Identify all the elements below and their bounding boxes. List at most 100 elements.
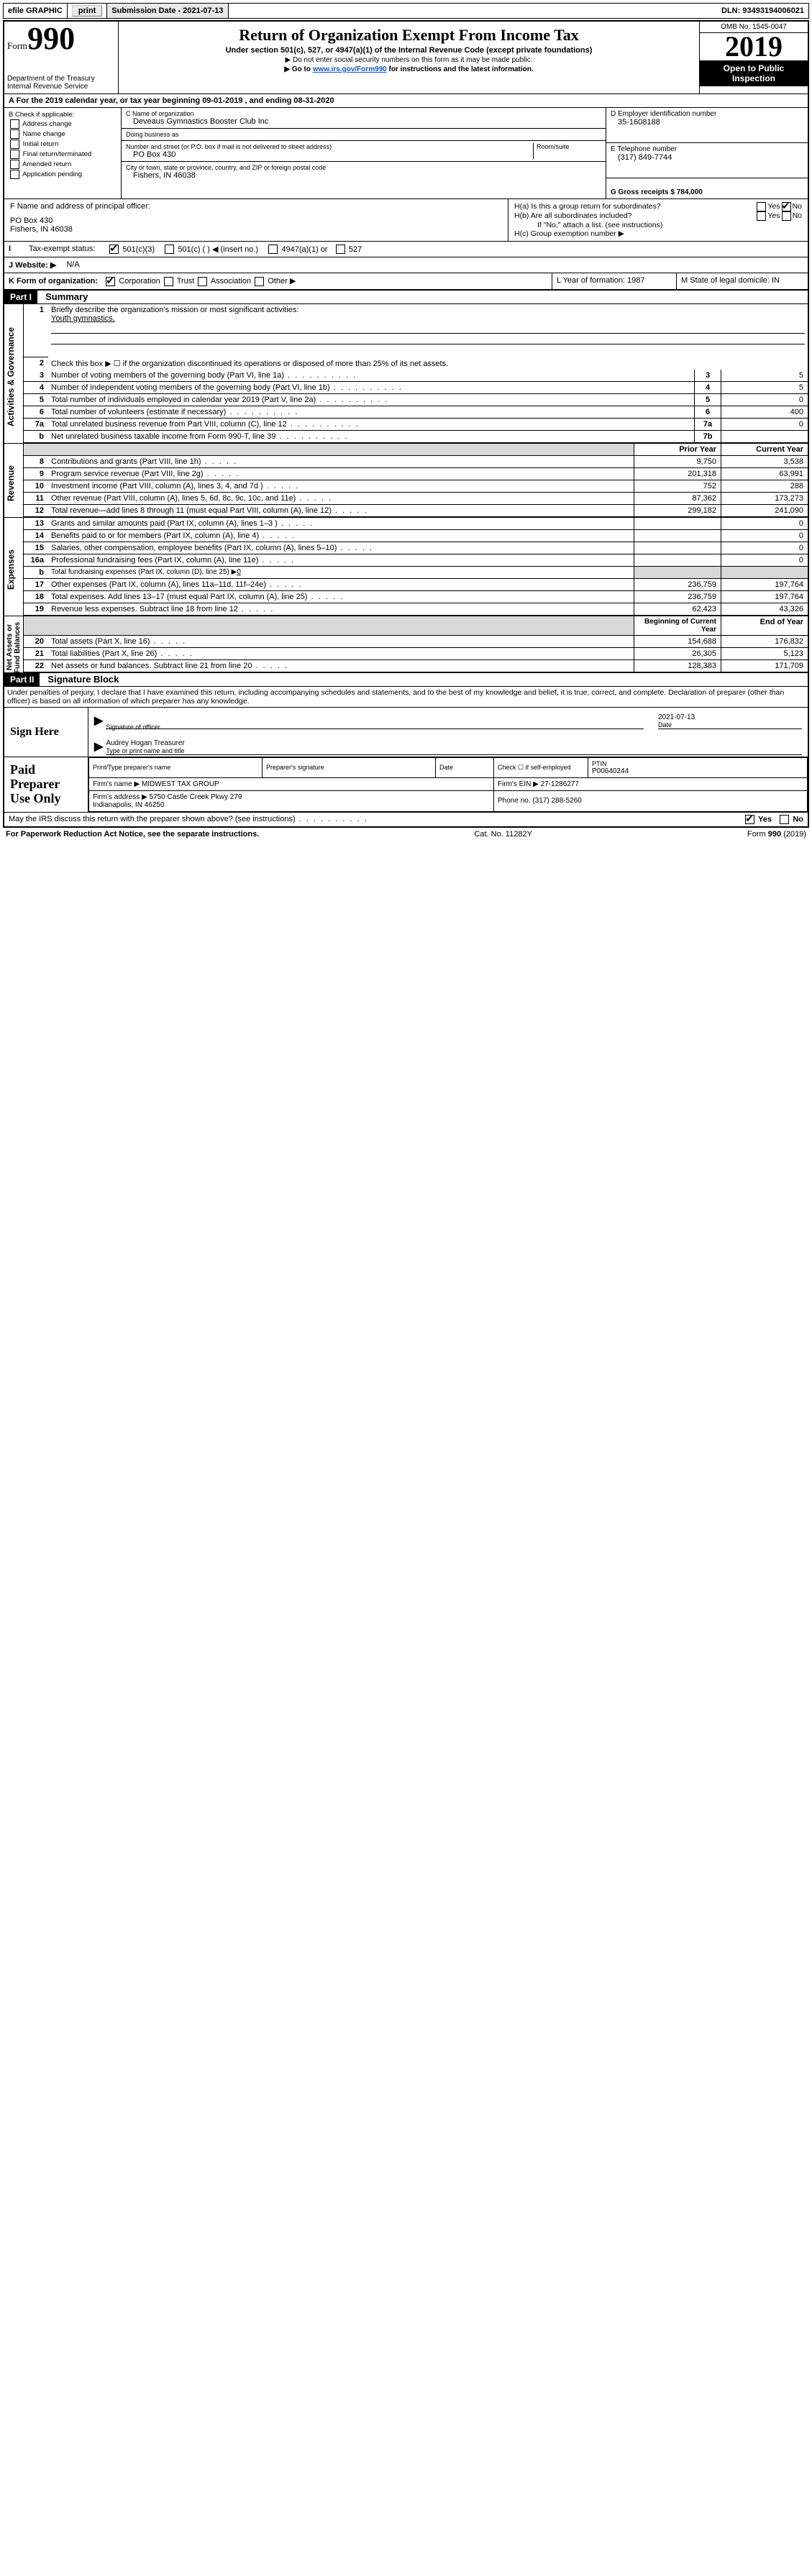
firm-ein: Firm's EIN ▶ 27-1286277 (494, 777, 808, 790)
table-row: 17Other expenses (Part IX, column (A), l… (24, 579, 808, 591)
line-klm: K Form of organization: Corporation Trus… (4, 273, 808, 290)
form-body: Form990 Department of the Treasury Inter… (3, 20, 809, 828)
table-row: 7aTotal unrelated business revenue from … (24, 418, 808, 430)
tax-year: 2019 (700, 33, 808, 60)
checkbox-hb-yes[interactable] (757, 211, 766, 221)
paid-preparer-block: Paid Preparer Use Only Print/Type prepar… (4, 757, 808, 812)
perjury-statement: Under penalties of perjury, I declare th… (4, 687, 808, 708)
submission-date: Submission Date - 2021-07-13 (107, 4, 228, 18)
checkbox-name-change[interactable] (10, 129, 19, 139)
print-button[interactable]: print (72, 5, 102, 17)
line-i: I Tax-exempt status: 501(c)(3) 501(c) ( … (4, 242, 808, 258)
table-row: 20Total assets (Part X, line 16)154,6881… (24, 636, 808, 648)
state-domicile: M State of legal domicile: IN (676, 273, 808, 289)
checkbox-4947[interactable] (268, 245, 278, 254)
checkbox-other[interactable] (255, 277, 264, 286)
checkbox-trust[interactable] (164, 277, 173, 286)
form990-link[interactable]: www.irs.gov/Form990 (313, 65, 387, 73)
table-row: 5Total number of individuals employed in… (24, 393, 808, 406)
year-formation: L Year of formation: 1987 (552, 273, 676, 289)
dln: DLN: 93493194006021 (717, 4, 808, 18)
footer: For Paperwork Reduction Act Notice, see … (3, 828, 809, 841)
table-row: 8Contributions and grants (Part VIII, li… (24, 456, 808, 468)
line-a: A For the 2019 calendar year, or tax yea… (4, 94, 808, 108)
header-right: OMB No. 1545-0047 2019 Open to Public In… (699, 22, 808, 93)
checkbox-corporation[interactable] (106, 277, 115, 286)
group-exemption: H(c) Group exemption number ▶ (514, 229, 802, 238)
table-row: 14Benefits paid to or for members (Part … (24, 529, 808, 542)
table-row: 16aProfessional fundraising fees (Part I… (24, 554, 808, 566)
table-row: 19Revenue less expenses. Subtract line 1… (24, 603, 808, 615)
table-row: 21Total liabilities (Part X, line 26)26,… (24, 647, 808, 659)
header-left: Form990 Department of the Treasury Inter… (4, 22, 119, 93)
table-row: 10Investment income (Part VIII, column (… (24, 480, 808, 492)
table-row: bNet unrelated business taxable income f… (24, 430, 808, 442)
checkbox-application-pending[interactable] (10, 170, 19, 179)
sign-date: 2021-07-13 (658, 713, 802, 721)
firm-phone: Phone no. (317) 288-5260 (494, 790, 808, 811)
top-bar: efile GRAPHIC print Submission Date - 20… (3, 3, 809, 19)
section-bcdefg: B Check if applicable: Address change Na… (4, 108, 808, 199)
org-name: Deveaus Gymnastics Booster Club Inc (126, 117, 601, 126)
preparer-table: Print/Type preparer's name Preparer's si… (88, 757, 808, 812)
box-h: H(a) Is this a group return for subordin… (508, 199, 808, 241)
table-row: 3Number of voting members of the governi… (24, 370, 808, 382)
efile-label: efile GRAPHIC (4, 4, 68, 18)
form-title: Return of Organization Exempt From Incom… (122, 26, 696, 45)
table-row: 6Total number of volunteers (estimate if… (24, 406, 808, 418)
checkbox-hb-no[interactable] (782, 211, 791, 221)
firm-name: Firm's name ▶ MIDWEST TAX GROUP (89, 777, 494, 790)
box-c: C Name of organization Deveaus Gymnastic… (122, 108, 606, 198)
checkbox-address-change[interactable] (10, 119, 19, 129)
firm-address: Firm's address ▶ 5750 Castle Creek Pkwy … (89, 790, 494, 811)
checkbox-association[interactable] (198, 277, 207, 286)
section-expenses: Expenses 13Grants and similar amounts pa… (4, 518, 808, 616)
line-j: J Website: ▶ N/A (4, 257, 808, 273)
no-ssn-note: ▶ Do not enter social security numbers o… (122, 56, 696, 64)
discuss-row: May the IRS discuss this return with the… (4, 812, 808, 826)
sign-here-block: Sign Here ▶ Signature of officer 2021-07… (4, 708, 808, 757)
print-cell: print (68, 4, 107, 18)
section-fh: F Name and address of principal officer:… (4, 199, 808, 242)
part-ii-header: Part II Signature Block (4, 672, 808, 687)
form-subtitle: Under section 501(c), 527, or 4947(a)(1)… (122, 46, 696, 55)
checkbox-discuss-yes[interactable] (745, 815, 754, 824)
table-row: 18Total expenses. Add lines 13–17 (must … (24, 590, 808, 603)
box-deg: D Employer identification number 35-1608… (606, 108, 808, 198)
checkbox-amended-return[interactable] (10, 160, 19, 169)
checkbox-final-return[interactable] (10, 150, 19, 159)
form-header: Form990 Department of the Treasury Inter… (4, 22, 808, 94)
section-netassets: Net Assets or Fund Balances Beginning of… (4, 616, 808, 672)
table-row: 12Total revenue—add lines 8 through 11 (… (24, 504, 808, 516)
checkbox-527[interactable] (336, 245, 345, 254)
checkbox-ha-no[interactable] (782, 202, 791, 211)
part-i-header: Part I Summary (4, 290, 808, 304)
table-row: 15Salaries, other compensation, employee… (24, 542, 808, 554)
table-row: 13Grants and similar amounts paid (Part … (24, 518, 808, 530)
table-row: 22Net assets or fund balances. Subtract … (24, 659, 808, 672)
table-row: 4Number of independent voting members of… (24, 381, 808, 393)
box-f: F Name and address of principal officer:… (4, 199, 508, 241)
open-to-public: Open to Public Inspection (700, 60, 808, 86)
box-b: B Check if applicable: Address change Na… (4, 108, 122, 198)
city-state-zip: Fishers, IN 46038 (126, 171, 601, 180)
checkbox-ha-yes[interactable] (757, 202, 766, 211)
box-cdefg: C Name of organization Deveaus Gymnastic… (122, 108, 808, 198)
fundraising-total: 0 (237, 568, 241, 576)
table-row: 11Other revenue (Part VIII, column (A), … (24, 492, 808, 504)
gross-receipts: G Gross receipts $ 784,000 (611, 188, 703, 196)
telephone: (317) 849-7744 (611, 153, 803, 162)
ptin: P00640244 (592, 767, 803, 775)
checkbox-501c[interactable] (165, 245, 174, 254)
dept-treasury: Department of the Treasury Internal Reve… (7, 75, 115, 91)
checkbox-discuss-no[interactable] (780, 815, 789, 824)
street-address: PO Box 430 (126, 150, 533, 159)
officer-name-title: Audrey Hogan Treasurer (106, 739, 802, 747)
section-governance: Activities & Governance 1 Briefly descri… (4, 304, 808, 444)
website-value: N/A (60, 257, 83, 273)
checkbox-initial-return[interactable] (10, 140, 19, 149)
section-revenue: Revenue Prior Year Current Year 8Contrib… (4, 444, 808, 518)
principal-officer: PO Box 430 Fishers, IN 46038 (10, 211, 502, 234)
mission-text: Youth gymnastics. (51, 314, 115, 323)
checkbox-501c3[interactable] (109, 245, 119, 254)
